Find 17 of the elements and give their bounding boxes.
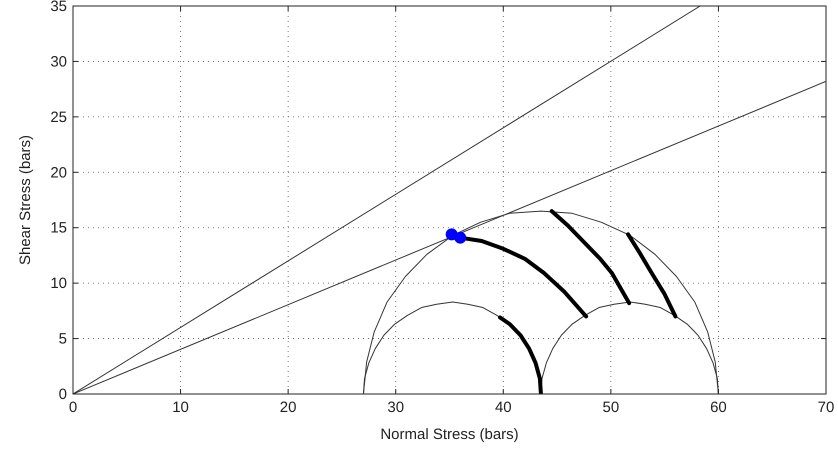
y-tick-label: 30 <box>50 53 67 70</box>
x-tick-label: 10 <box>172 399 189 416</box>
y-tick-label: 35 <box>50 0 67 15</box>
y-tick-label: 0 <box>58 386 67 403</box>
y-tick-label: 5 <box>58 330 67 348</box>
x-tick-label: 20 <box>280 399 296 416</box>
y-tick-label: 15 <box>50 220 67 237</box>
y-tick-label: 20 <box>50 164 67 182</box>
x-tick-label: 70 <box>818 399 834 416</box>
x-tick-label: 40 <box>494 399 512 416</box>
y-tick-label: 10 <box>50 275 67 292</box>
x-axis-title: Normal Stress (bars) <box>380 426 519 443</box>
x-tick-label: 30 <box>387 399 404 416</box>
y-tick-label: 25 <box>50 108 67 126</box>
x-tick-label: 50 <box>602 399 620 416</box>
x-tick-label: 60 <box>710 399 727 416</box>
y-axis-title: Shear Stress (bars) <box>17 134 34 266</box>
